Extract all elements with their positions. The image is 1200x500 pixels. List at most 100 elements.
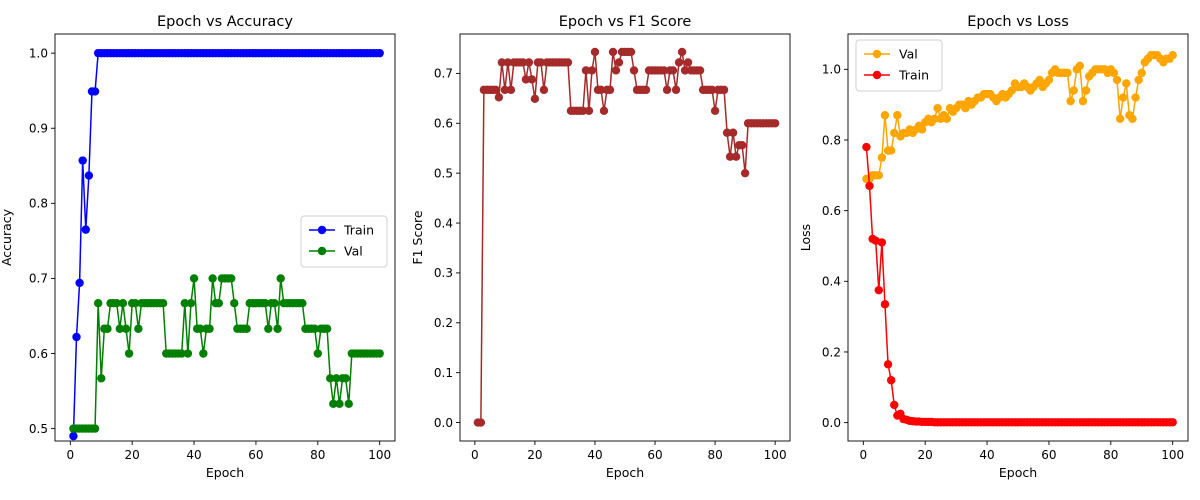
data-point — [375, 349, 384, 358]
data-point — [629, 66, 639, 75]
data-point — [494, 93, 504, 102]
x-tick-label: 60 — [248, 448, 263, 462]
x-tick-label: 20 — [918, 448, 933, 462]
data-point — [886, 376, 896, 385]
data-point — [731, 152, 741, 161]
data-point — [93, 299, 103, 308]
data-point — [1134, 75, 1143, 85]
data-point — [180, 299, 189, 308]
data-point — [917, 125, 927, 134]
data-point — [725, 152, 735, 161]
x-tick-label: 80 — [707, 448, 722, 462]
y-tick-label: 0.1 — [434, 366, 453, 380]
data-point — [1066, 96, 1075, 106]
data-point — [1168, 51, 1177, 60]
data-point — [335, 399, 344, 409]
y-axis-label: Accuracy — [0, 208, 14, 266]
data-point — [261, 299, 270, 308]
y-tick-label: 1.0 — [29, 46, 48, 60]
data-point — [196, 324, 205, 333]
data-point — [500, 85, 510, 95]
data-point — [208, 274, 217, 283]
x-tick-label: 40 — [979, 448, 994, 462]
data-point — [506, 85, 516, 95]
y-tick-label: 0.2 — [822, 345, 841, 359]
data-point — [322, 324, 332, 333]
y-tick-label: 0.9 — [29, 122, 48, 136]
data-point — [1044, 75, 1054, 85]
data-point — [273, 324, 282, 333]
data-point — [662, 85, 672, 95]
y-tick-label: 0.6 — [434, 117, 453, 131]
y-axis-label: Loss — [798, 224, 813, 251]
chart-title: Epoch vs Loss — [967, 14, 1069, 30]
data-point — [177, 349, 186, 358]
series-line — [473, 47, 780, 427]
data-point — [375, 48, 384, 58]
data-point — [890, 400, 899, 410]
data-point — [659, 66, 669, 75]
data-point — [189, 274, 199, 283]
data-point — [584, 106, 594, 116]
data-point — [710, 106, 720, 116]
legend-marker — [872, 49, 882, 59]
data-point — [1112, 75, 1122, 85]
data-point — [264, 324, 273, 333]
data-point — [1078, 96, 1088, 106]
data-point — [341, 374, 350, 383]
data-point — [1137, 68, 1146, 78]
data-point — [230, 299, 239, 308]
data-point — [103, 324, 112, 333]
x-tick-label: 100 — [368, 448, 391, 462]
data-point — [524, 58, 534, 67]
data-point — [930, 114, 939, 123]
data-point — [539, 85, 549, 95]
data-point — [1118, 93, 1128, 102]
y-tick-label: 1.0 — [822, 63, 841, 77]
data-point — [276, 274, 285, 283]
data-point — [69, 431, 78, 441]
data-point — [707, 85, 717, 95]
x-axis-label: Epoch — [606, 465, 644, 480]
data-point — [1131, 93, 1140, 102]
data-point — [1075, 61, 1085, 70]
data-point — [641, 85, 651, 95]
data-point — [563, 58, 573, 67]
data-point — [668, 66, 678, 75]
data-point — [214, 299, 224, 308]
x-tick-label: 20 — [527, 448, 542, 462]
x-tick-label: 20 — [125, 448, 140, 462]
f1-score-chart: Epoch vs F1 Score 0 20 40 60 80 100 0.0 0.1 0.2 0.… — [410, 14, 791, 480]
y-tick-label: 0.0 — [822, 416, 841, 430]
data-point — [124, 349, 134, 358]
y-tick-label: 0.4 — [434, 216, 453, 230]
data-point — [503, 58, 513, 67]
series-line — [477, 51, 776, 424]
axes-frame — [54, 33, 396, 442]
legend-label: Train — [343, 223, 374, 238]
data-point — [671, 85, 681, 95]
data-point — [325, 374, 335, 383]
x-tick-label: 80 — [1103, 448, 1118, 462]
data-point — [75, 278, 84, 288]
data-point — [719, 85, 729, 95]
legend-entry-val: Val — [864, 47, 918, 62]
data-point — [329, 399, 338, 409]
data-point — [626, 47, 636, 57]
legend-marker — [317, 246, 327, 256]
data-point — [90, 87, 100, 96]
data-point — [680, 66, 690, 75]
x-tick-label: 0 — [471, 448, 479, 462]
data-point — [199, 349, 208, 358]
data-point — [242, 324, 251, 333]
data-point — [491, 85, 501, 95]
axes-frame — [847, 33, 1189, 442]
data-point — [131, 299, 140, 308]
y-tick-label: 0.0 — [434, 416, 453, 430]
loss-chart: Epoch vs Loss 0 20 40 60 80 100 0.0 0.2 0.4 0.6 0.8… — [798, 14, 1189, 480]
data-point — [596, 85, 606, 95]
data-point — [186, 299, 196, 308]
data-point — [880, 300, 890, 309]
data-point — [581, 66, 591, 75]
